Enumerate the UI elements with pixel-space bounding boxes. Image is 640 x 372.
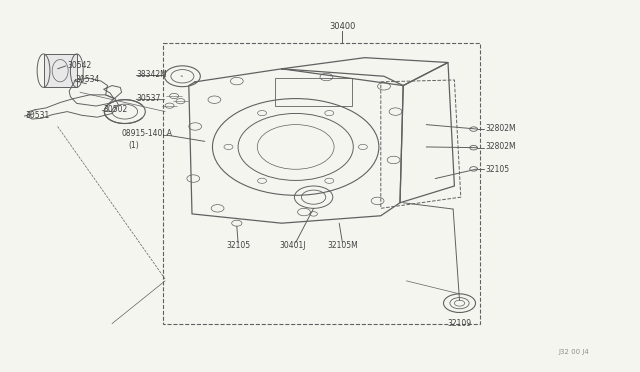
- Bar: [44, 54, 77, 87]
- Text: 32105: 32105: [485, 165, 509, 174]
- Text: 32802M: 32802M: [485, 124, 516, 133]
- Text: 32105M: 32105M: [327, 241, 358, 250]
- Text: 08915-140LA: 08915-140LA: [122, 129, 173, 138]
- Text: 38342M: 38342M: [136, 70, 167, 79]
- Text: 30401J: 30401J: [280, 241, 307, 250]
- Text: (1): (1): [128, 141, 139, 150]
- Text: 30502: 30502: [104, 105, 128, 114]
- Text: 32802M: 32802M: [485, 142, 516, 151]
- Text: 32105: 32105: [226, 241, 250, 250]
- Bar: [275, 78, 352, 106]
- Text: 30534: 30534: [76, 76, 100, 84]
- Text: 30400: 30400: [329, 22, 356, 31]
- Bar: [163, 43, 480, 324]
- Text: 30531: 30531: [26, 111, 50, 120]
- Text: 30542: 30542: [67, 61, 92, 70]
- Text: 30537: 30537: [136, 94, 161, 103]
- Text: J32 00 J4: J32 00 J4: [558, 349, 589, 355]
- Text: 32109: 32109: [447, 319, 472, 328]
